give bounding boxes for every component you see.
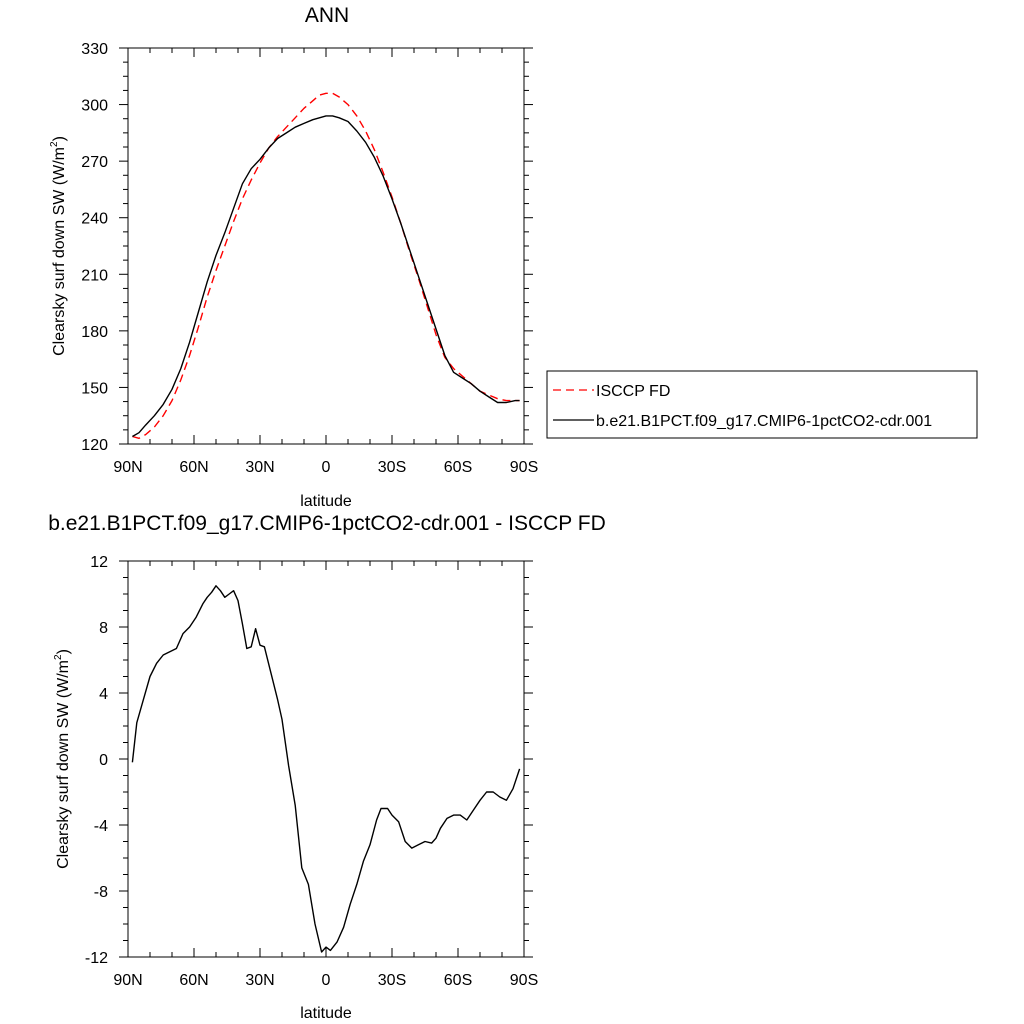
top-y-axis-label-close: ) xyxy=(51,136,68,141)
bottom-chart-title: b.e21.B1PCT.f09_g17.CMIP6-1pctCO2-cdr.00… xyxy=(48,512,606,535)
bottom-y-tick-label: 8 xyxy=(99,620,108,637)
top-x-tick-label: 60N xyxy=(179,459,208,476)
top-plot-frame xyxy=(127,47,525,445)
bottom-plot-frame xyxy=(127,560,525,958)
top-series-group xyxy=(132,92,520,439)
top-x-tick-label: 60S xyxy=(444,459,472,476)
bottom-x-tick-label: 60S xyxy=(444,972,472,989)
bottom-x-tick-label: 0 xyxy=(322,972,331,989)
legend-box xyxy=(546,370,978,439)
top-y-tick-label: 150 xyxy=(81,380,108,397)
top-y-axis-label-main: Clearsky surf down SW (W/m xyxy=(51,147,68,356)
top-y-tick-label: 240 xyxy=(81,211,108,228)
top-series-line-1 xyxy=(132,115,520,438)
bottom-y-tick-label: 4 xyxy=(99,686,108,703)
top-y-tick-label: 180 xyxy=(81,324,108,341)
top-y-axis: 120 150 180 210 240 270 300 330 xyxy=(81,41,533,454)
bottom-y-tick-label: -12 xyxy=(85,950,108,967)
bottom-x-axis: 90N 60N 30N 0 30S 60S 90S xyxy=(113,561,538,989)
bottom-y-axis-label-close: ) xyxy=(55,649,72,654)
bottom-chart: b.e21.B1PCT.f09_g17.CMIP6-1pctCO2-cdr.00… xyxy=(48,512,606,1022)
top-x-tick-label: 30S xyxy=(378,459,406,476)
bottom-x-tick-label: 90S xyxy=(510,972,538,989)
top-x-axis-label: latitude xyxy=(300,493,352,510)
legend: ISCCP FD b.e21.B1PCT.f09_g17.CMIP6-1pctC… xyxy=(546,370,978,439)
bottom-y-axis: -12 -8 -4 0 4 8 12 xyxy=(85,554,533,967)
bottom-x-tick-label: 30N xyxy=(245,972,274,989)
top-chart-title: ANN xyxy=(305,4,349,27)
top-y-axis-label-sup: 2 xyxy=(49,141,60,147)
top-x-tick-label: 0 xyxy=(322,459,331,476)
top-x-axis: 90N 60N 30N 0 30S 60S 90S xyxy=(113,48,538,476)
bottom-y-axis-label-sup: 2 xyxy=(53,654,64,660)
bottom-y-tick-label: -8 xyxy=(94,884,108,901)
bottom-x-tick-label: 60N xyxy=(179,972,208,989)
top-chart: ANN 90N 60N 30N 0 30S 60S 90S 120 150 180 210 240 2… xyxy=(49,4,978,510)
top-x-tick-label: 30N xyxy=(245,459,274,476)
bottom-x-axis-label: latitude xyxy=(300,1005,352,1022)
bottom-y-tick-label: -4 xyxy=(94,818,108,835)
top-x-tick-label: 90N xyxy=(113,459,142,476)
legend-label-isccp: ISCCP FD xyxy=(596,383,670,400)
top-y-tick-label: 330 xyxy=(81,41,108,58)
top-y-tick-label: 120 xyxy=(81,437,108,454)
top-y-tick-label: 210 xyxy=(81,267,108,284)
top-y-tick-label: 270 xyxy=(81,154,108,171)
bottom-series-line-0 xyxy=(131,585,521,953)
bottom-y-axis-label: Clearsky surf down SW (W/m2) xyxy=(53,649,72,869)
top-y-tick-label: 300 xyxy=(81,98,108,115)
bottom-x-tick-label: 90N xyxy=(113,972,142,989)
bottom-x-tick-label: 30S xyxy=(378,972,406,989)
bottom-y-axis-label-main: Clearsky surf down SW (W/m xyxy=(55,660,72,869)
bottom-y-tick-label: 12 xyxy=(90,554,108,571)
top-x-tick-label: 90S xyxy=(510,459,538,476)
bottom-y-tick-label: 0 xyxy=(99,752,108,769)
top-y-axis-label: Clearsky surf down SW (W/m2) xyxy=(49,136,68,356)
top-series-line-0 xyxy=(132,92,520,439)
bottom-series-group xyxy=(131,585,521,953)
legend-label-model: b.e21.B1PCT.f09_g17.CMIP6-1pctCO2-cdr.00… xyxy=(596,413,932,430)
